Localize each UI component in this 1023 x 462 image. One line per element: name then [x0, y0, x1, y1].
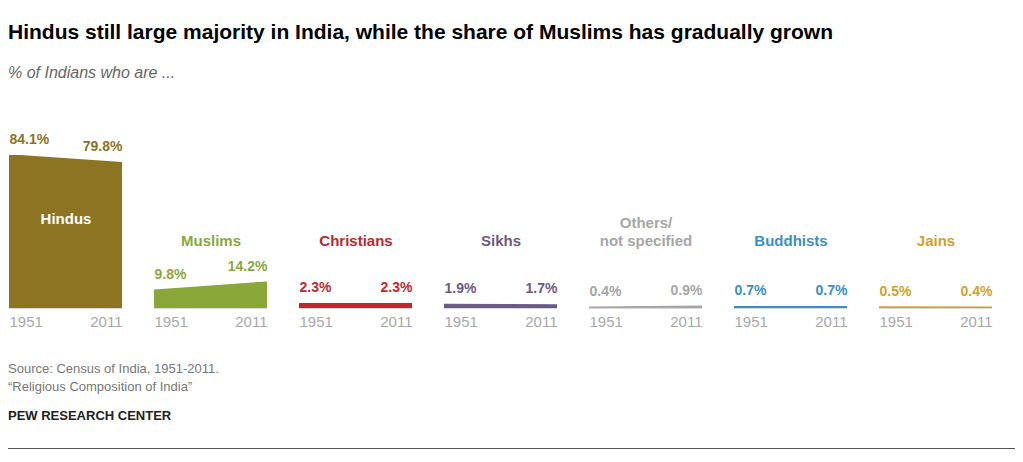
- svg-text:0.4%: 0.4%: [961, 283, 993, 299]
- svg-text:1951: 1951: [445, 313, 478, 330]
- svg-text:Jains: Jains: [917, 232, 955, 249]
- svg-text:Hindus: Hindus: [41, 210, 92, 227]
- svg-text:0.7%: 0.7%: [735, 282, 767, 298]
- svg-text:Muslims: Muslims: [181, 232, 241, 249]
- svg-text:1951: 1951: [590, 313, 623, 330]
- svg-text:Others/not specified: Others/not specified: [600, 214, 693, 249]
- svg-text:Sikhs: Sikhs: [481, 232, 521, 249]
- svg-text:1.9%: 1.9%: [445, 280, 477, 296]
- svg-text:1951: 1951: [300, 313, 333, 330]
- svg-text:2011: 2011: [380, 313, 412, 330]
- svg-text:2011: 2011: [670, 313, 702, 330]
- svg-text:84.1%: 84.1%: [10, 131, 50, 147]
- svg-text:1951: 1951: [10, 313, 43, 330]
- svg-text:2011: 2011: [90, 313, 122, 330]
- svg-text:9.8%: 9.8%: [155, 266, 187, 282]
- svg-text:0.9%: 0.9%: [671, 282, 703, 298]
- svg-text:Christians: Christians: [319, 232, 392, 249]
- svg-text:1951: 1951: [735, 313, 768, 330]
- html-text:Source: Census of India, 1951-: Source: Census of India, 1951-2011. “Rel…: [8, 361, 219, 394]
- svg-text:2.3%: 2.3%: [300, 279, 332, 295]
- svg-text:0.5%: 0.5%: [880, 283, 912, 299]
- svg-text:2011: 2011: [960, 313, 992, 330]
- html-text:Hindus still large majority in: Hindus still large majority in India, wh…: [8, 20, 833, 43]
- svg-text:2011: 2011: [525, 313, 557, 330]
- svg-text:0.7%: 0.7%: [816, 282, 848, 298]
- html-text:% of Indians who are ...: % of Indians who are ...: [8, 64, 176, 81]
- svg-text:2011: 2011: [815, 313, 847, 330]
- svg-text:1951: 1951: [880, 313, 913, 330]
- svg-text:14.2%: 14.2%: [228, 258, 268, 274]
- svg-text:1.7%: 1.7%: [526, 280, 558, 296]
- html-text:PEW RESEARCH CENTER: PEW RESEARCH CENTER: [8, 408, 172, 423]
- svg-text:2.3%: 2.3%: [381, 279, 413, 295]
- svg-text:79.8%: 79.8%: [83, 138, 123, 154]
- svg-text:0.4%: 0.4%: [590, 283, 622, 299]
- svg-text:1951: 1951: [155, 313, 188, 330]
- svg-text:Buddhists: Buddhists: [754, 232, 827, 249]
- svg-text:2011: 2011: [235, 313, 267, 330]
